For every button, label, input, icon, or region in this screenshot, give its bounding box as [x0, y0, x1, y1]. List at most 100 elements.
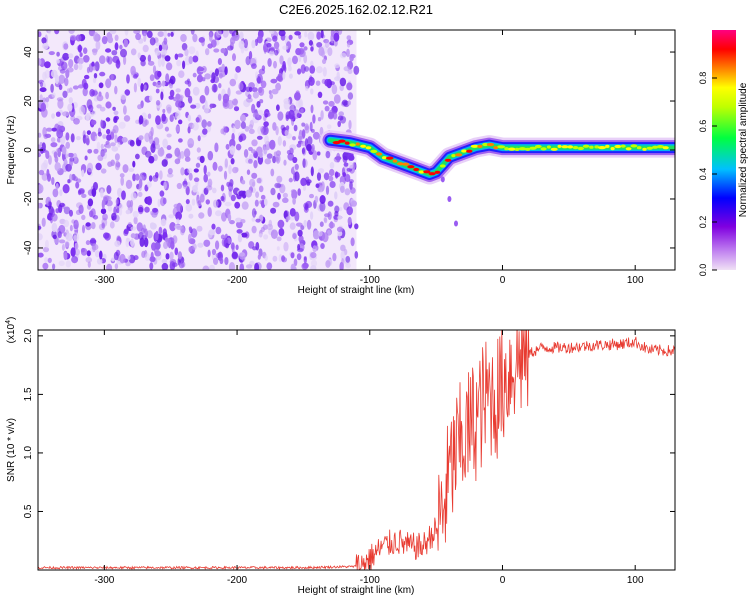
noise-blob [341, 99, 348, 106]
noise-blob [298, 98, 304, 109]
noise-blob [303, 54, 308, 64]
noise-blob [199, 95, 206, 104]
noise-blob [202, 265, 210, 270]
noise-blob [350, 237, 355, 247]
noise-blob [300, 225, 305, 231]
ridge-hotspot [434, 170, 441, 174]
noise-blob [192, 72, 197, 78]
noise-blob [212, 161, 218, 171]
noise-blob [146, 181, 152, 188]
noise-blob [167, 32, 171, 37]
noise-blob [106, 55, 110, 63]
noise-blob [183, 148, 191, 158]
noise-blob [259, 99, 264, 104]
noise-blob [220, 48, 226, 54]
noise-blob [289, 222, 296, 230]
noise-blob [87, 261, 91, 268]
noise-blob [99, 71, 106, 77]
noise-blob [50, 137, 56, 143]
noise-blob [135, 173, 140, 181]
noise-blob [42, 71, 47, 81]
noise-blob [193, 168, 199, 173]
noise-blob [113, 110, 119, 116]
noise-blob [148, 60, 155, 66]
noise-blob [130, 48, 137, 56]
noise-blob [154, 50, 161, 56]
noise-blob [244, 125, 250, 132]
noise-blob [260, 80, 267, 89]
noise-blob [152, 207, 158, 213]
noise-blob [218, 165, 223, 172]
ridge-hotspot [534, 144, 542, 149]
noise-blob [62, 90, 68, 99]
noise-blob [304, 31, 308, 38]
noise-blob [225, 143, 230, 150]
noise-blob [77, 44, 82, 53]
ridge-hotspot [561, 145, 569, 149]
noise-blob [163, 181, 167, 190]
noise-blob [38, 184, 44, 194]
noise-blob [118, 204, 124, 210]
noise-blob [155, 172, 159, 179]
noise-blob [235, 167, 239, 172]
noise-blob [290, 252, 295, 259]
noise-blob [316, 151, 321, 156]
noise-blob [264, 255, 268, 261]
noise-blob [345, 262, 351, 269]
noise-blob [201, 119, 207, 129]
noise-blob [84, 134, 90, 145]
colorbar-ticks: 0.0 0.2 0.4 0.6 0.8 [698, 72, 717, 276]
noise-blob [188, 46, 196, 55]
noise-blob [123, 105, 127, 115]
noise-blob [296, 253, 302, 261]
noise-blob [312, 230, 320, 240]
noise-blob [207, 171, 211, 177]
colorbar-tick-label: 0.4 [698, 168, 708, 181]
noise-blob [48, 51, 55, 56]
noise-blob [86, 66, 90, 74]
noise-blob [130, 233, 136, 239]
noise-blob [294, 163, 299, 170]
noise-blob [251, 225, 257, 234]
noise-blob [272, 122, 277, 131]
noise-blob [214, 142, 219, 153]
noise-blob [234, 73, 238, 81]
noise-blob [121, 137, 128, 143]
noise-blob [160, 196, 166, 207]
noise-blob [312, 245, 318, 253]
ridge-hotspot [646, 146, 653, 150]
noise-blob [287, 152, 295, 161]
noise-blob [340, 185, 345, 193]
noise-blob [238, 82, 244, 91]
noise-blob [133, 73, 138, 79]
noise-blob [38, 31, 42, 38]
noise-blob [201, 38, 205, 47]
noise-blob [202, 128, 208, 135]
noise-blob [101, 222, 105, 229]
noise-blob [246, 169, 251, 175]
noise-blob [155, 143, 160, 150]
noise-blob [240, 114, 246, 122]
noise-blob [261, 127, 267, 136]
ridge-hotspot [514, 147, 520, 151]
noise-blob [145, 150, 152, 158]
noise-blob [339, 116, 347, 124]
noise-blob [348, 179, 354, 184]
noise-blob [334, 76, 341, 82]
noise-blob [294, 31, 301, 36]
noise-blob [207, 178, 213, 188]
noise-blob [215, 226, 222, 235]
noise-blob [324, 78, 331, 87]
noise-blob [62, 52, 70, 61]
noise-blob [185, 203, 193, 212]
x-tick-label: 100 [627, 575, 644, 586]
noise-blob [315, 80, 321, 86]
noise-blob [63, 206, 71, 215]
noise-blob [188, 172, 193, 181]
noise-blob [51, 92, 56, 98]
noise-blob [87, 149, 93, 154]
ridge-hotspot [477, 144, 483, 148]
noise-blob [116, 207, 120, 214]
noise-blob [229, 145, 236, 155]
noise-blob [58, 84, 63, 91]
